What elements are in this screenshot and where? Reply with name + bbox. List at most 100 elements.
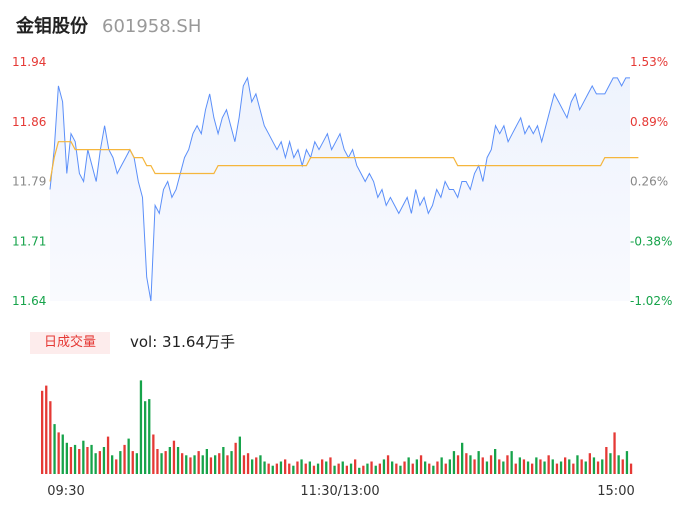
volume-bar — [399, 465, 402, 474]
volume-bar — [65, 442, 68, 474]
volume-bar — [419, 455, 423, 474]
volume-bar — [559, 461, 563, 474]
volume-bar — [275, 463, 278, 474]
volume-bar — [49, 401, 52, 474]
volume-bar — [197, 451, 200, 474]
volume-bar — [205, 449, 208, 474]
volume-bar — [518, 457, 521, 474]
volume-bar — [531, 463, 534, 474]
volume-bar — [98, 451, 101, 474]
volume-bar — [279, 461, 283, 474]
volume-bar — [576, 455, 579, 474]
volume-bar — [354, 459, 357, 474]
volume-bar — [304, 463, 307, 474]
y-tick-left: 11.86 — [12, 115, 46, 129]
volume-bar — [90, 444, 93, 474]
volume-bar — [469, 455, 472, 474]
volume-bar — [489, 455, 493, 474]
volume-bar — [193, 455, 196, 474]
volume-bar — [111, 455, 114, 474]
volume-bar — [263, 461, 266, 474]
volume-bar — [181, 453, 184, 474]
volume-bar — [106, 436, 110, 474]
volume-bar — [172, 440, 176, 474]
volume-bar — [242, 455, 246, 474]
volume-bar — [617, 455, 620, 474]
volume-bar — [201, 455, 204, 474]
volume-bar — [424, 461, 427, 474]
volume-bar — [57, 432, 60, 474]
volume-bar — [605, 447, 608, 474]
volume-bar — [432, 465, 435, 474]
volume-bar — [341, 461, 344, 474]
volume-bar — [259, 455, 262, 474]
volume-bar — [189, 457, 192, 474]
volume-bar — [502, 461, 505, 474]
volume-bar — [230, 451, 233, 474]
volume-bar — [625, 451, 629, 474]
volume-bar — [86, 447, 89, 474]
volume-bar — [465, 453, 468, 474]
y-tick-left: 11.64 — [12, 294, 46, 308]
stock-name: 金钼股份 — [16, 16, 88, 37]
volume-bar — [522, 459, 526, 474]
volume-bar — [246, 453, 250, 474]
volume-bar — [510, 451, 513, 474]
volume-bar — [115, 459, 118, 474]
volume-bar — [234, 442, 237, 474]
volume-bar — [41, 390, 44, 474]
volume-bar — [378, 463, 381, 474]
volume-bar — [168, 447, 171, 474]
volume-bar — [580, 459, 583, 474]
volume-bar — [127, 438, 130, 474]
header: 金钼股份 601958.SH — [16, 12, 201, 40]
volume-bar — [119, 451, 122, 474]
y-tick-left: 11.71 — [12, 234, 46, 248]
volume-bar — [481, 457, 484, 474]
volume-bar — [568, 459, 571, 474]
volume-bar — [349, 463, 353, 474]
y-tick-right: 1.53% — [630, 55, 668, 69]
volume-bar — [444, 463, 447, 474]
volume-bar — [102, 447, 106, 474]
volume-bar — [312, 465, 316, 474]
volume-bar — [456, 455, 460, 474]
volume-bar — [386, 455, 390, 474]
volume-bar — [329, 457, 332, 474]
price-area — [50, 77, 630, 302]
volume-bar — [222, 447, 225, 474]
volume-bar — [148, 399, 151, 474]
x-tick-label: 09:30 — [47, 484, 84, 499]
volume-bar — [452, 451, 456, 474]
volume-bar — [321, 459, 324, 474]
x-tick-label: 15:00 — [597, 484, 634, 499]
volume-bar — [45, 385, 48, 474]
volume-bar — [135, 453, 138, 474]
volume-bar — [543, 461, 546, 474]
volume-bar — [551, 459, 554, 474]
volume-bar — [69, 447, 73, 474]
volume-bar — [547, 455, 550, 474]
volume-bar — [292, 465, 295, 474]
y-tick-right: 0.26% — [630, 175, 668, 189]
volume-bar — [144, 401, 147, 474]
volume-bar — [415, 459, 418, 474]
volume-tag: 日成交量 — [30, 332, 110, 354]
volume-bar — [308, 461, 311, 474]
volume-bar — [382, 459, 386, 474]
volume-bar — [337, 463, 340, 474]
volume-bar — [214, 455, 217, 474]
volume-bar — [333, 465, 336, 474]
volume-bar — [345, 465, 348, 474]
volume-bar — [94, 453, 97, 474]
volume-bar — [506, 455, 509, 474]
volume-bar — [271, 465, 274, 474]
volume-bar — [288, 463, 291, 474]
volume-bar — [82, 440, 85, 474]
y-tick-left: 11.94 — [12, 55, 46, 69]
volume-bar — [73, 444, 77, 474]
volume-bar — [325, 461, 328, 474]
volume-bar — [535, 457, 538, 474]
volume-bar — [526, 461, 530, 474]
